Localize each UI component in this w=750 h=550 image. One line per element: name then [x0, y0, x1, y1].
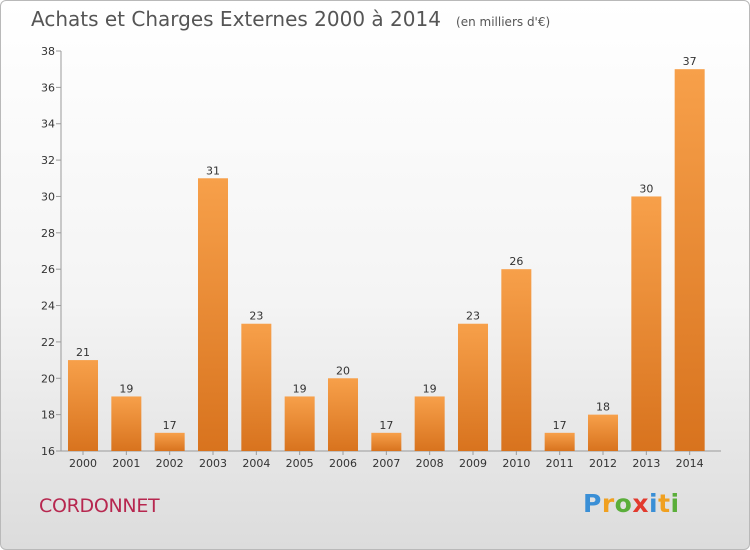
bar — [284, 396, 315, 451]
x-tick-label: 2001 — [112, 457, 140, 470]
bar — [68, 360, 98, 451]
y-tick-label: 20 — [41, 372, 55, 385]
bar — [328, 378, 358, 451]
bar-value-label: 19 — [293, 382, 307, 395]
x-tick-label: 2000 — [69, 457, 97, 470]
y-tick-label: 32 — [41, 154, 55, 167]
x-tick-label: 2009 — [459, 457, 487, 470]
bar-value-label: 23 — [466, 310, 480, 323]
bar — [544, 432, 575, 451]
x-tick-label: 2007 — [372, 457, 400, 470]
y-tick-label: 28 — [41, 227, 55, 240]
x-tick-label: 2010 — [502, 457, 530, 470]
x-tick-label: 2008 — [416, 457, 444, 470]
bar-value-label: 20 — [336, 364, 350, 377]
bar-value-label: 31 — [206, 164, 220, 177]
bar-value-label: 17 — [553, 419, 567, 432]
bar — [501, 269, 532, 451]
y-tick-label: 30 — [41, 190, 55, 203]
bar-value-label: 19 — [423, 382, 437, 395]
x-tick-label: 2012 — [589, 457, 617, 470]
y-tick-label: 26 — [41, 263, 55, 276]
logo-letter: x — [632, 489, 649, 518]
logo-letter: P — [583, 489, 602, 518]
bar-value-label: 26 — [509, 255, 523, 268]
bar — [111, 396, 142, 451]
y-tick-label: 16 — [41, 445, 55, 458]
bar — [198, 178, 228, 452]
bar — [371, 432, 402, 451]
bar-value-label: 37 — [683, 55, 697, 68]
logo-letter: i — [670, 489, 680, 518]
commune-name: CORDONNET — [39, 495, 160, 517]
bar — [414, 396, 445, 451]
y-tick-label: 18 — [41, 409, 55, 422]
logo-letter: i — [649, 489, 659, 518]
chart-title: Achats et Charges Externes 2000 à 2014 — [31, 7, 441, 31]
bar-value-label: 21 — [76, 346, 90, 359]
y-tick-label: 36 — [41, 81, 55, 94]
x-tick-label: 2005 — [286, 457, 314, 470]
logo-letter: t — [658, 489, 671, 518]
x-tick-label: 2002 — [156, 457, 184, 470]
proxiti-logo: Proxiti — [583, 489, 680, 518]
bar — [458, 323, 488, 451]
x-tick-label: 2003 — [199, 457, 227, 470]
title-row: Achats et Charges Externes 2000 à 2014 (… — [31, 7, 550, 31]
x-tick-label: 2013 — [632, 457, 660, 470]
y-tick-label: 34 — [41, 118, 55, 131]
logo-letter: r — [601, 489, 615, 518]
y-tick-label: 22 — [41, 336, 55, 349]
bar — [588, 414, 618, 451]
x-tick-label: 2011 — [546, 457, 574, 470]
bar — [154, 432, 185, 451]
bar — [241, 323, 272, 451]
bar-value-label: 17 — [163, 419, 177, 432]
bar — [631, 196, 662, 451]
bar — [674, 69, 705, 451]
logo-letter: o — [614, 489, 633, 518]
x-tick-label: 2004 — [242, 457, 270, 470]
x-tick-label: 2014 — [676, 457, 704, 470]
x-tick-label: 2006 — [329, 457, 357, 470]
y-tick-label: 38 — [41, 45, 55, 58]
chart-subtitle: (en milliers d'€) — [456, 15, 551, 29]
y-tick-label: 24 — [41, 300, 55, 313]
bar-value-label: 23 — [249, 310, 263, 323]
bar-value-label: 19 — [119, 382, 133, 395]
bar-value-label: 18 — [596, 401, 610, 414]
bar-value-label: 17 — [379, 419, 393, 432]
bar-value-label: 30 — [639, 182, 653, 195]
